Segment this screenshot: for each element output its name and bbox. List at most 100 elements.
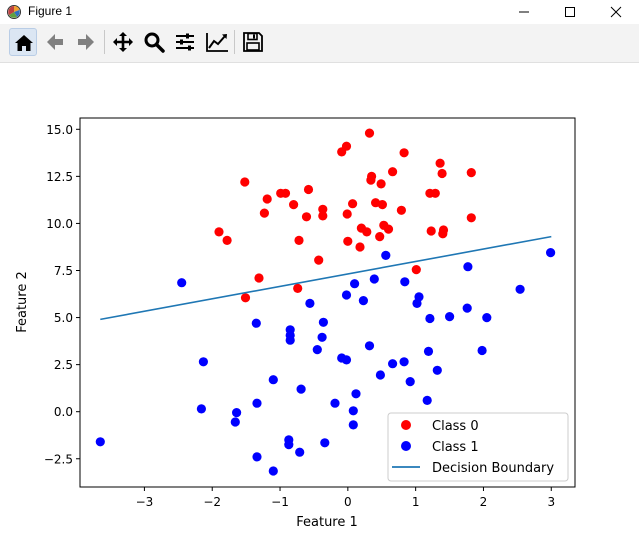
point-class-0 — [240, 177, 250, 187]
figure-canvas[interactable]: −3 −2 −1 0 1 2 3 −2.5 0.0 2.5 5.0 7.5 10.0 12.5 15.0 … — [0, 63, 639, 537]
point-class-0 — [222, 235, 232, 245]
point-class-0 — [388, 167, 398, 177]
point-class-1 — [284, 440, 294, 450]
point-class-0 — [426, 226, 436, 236]
y-tick-label: 10.0 — [46, 217, 73, 231]
point-class-1 — [285, 335, 295, 345]
legend-marker-class-0 — [401, 420, 411, 430]
point-class-1 — [425, 313, 435, 324]
edit-axis-button[interactable] — [202, 28, 230, 56]
subplots-icon — [176, 33, 194, 51]
point-class-1 — [381, 250, 391, 260]
home-button[interactable] — [9, 28, 37, 56]
point-class-1 — [369, 274, 379, 284]
x-axis: −3 −2 −1 0 1 2 3 — [136, 487, 555, 509]
point-class-1 — [422, 395, 432, 405]
point-class-1 — [546, 248, 556, 258]
point-class-1 — [312, 345, 322, 355]
forward-button[interactable] — [72, 28, 100, 56]
point-class-1 — [412, 298, 422, 308]
point-class-0 — [364, 128, 375, 138]
maximize-button[interactable] — [547, 0, 593, 24]
point-class-0 — [342, 209, 352, 219]
edit-axis-icon — [206, 33, 228, 52]
close-icon — [610, 6, 622, 18]
minimize-button[interactable] — [501, 0, 547, 24]
legend-label-decision-boundary: Decision Boundary — [432, 461, 554, 476]
point-class-1 — [320, 438, 330, 448]
point-class-1 — [252, 452, 262, 462]
point-class-1 — [351, 389, 361, 399]
y-axis: −2.5 0.0 2.5 5.0 7.5 10.0 12.5 15.0 — [44, 123, 80, 466]
navigation-toolbar — [0, 24, 639, 63]
point-class-0 — [466, 168, 476, 178]
plot-content — [95, 128, 556, 476]
y-tick-label: 15.0 — [46, 123, 73, 137]
point-class-1 — [295, 447, 305, 457]
point-class-1 — [317, 332, 327, 342]
toolbar-separator — [234, 30, 235, 54]
point-class-0 — [294, 235, 304, 245]
x-tick-label: 2 — [480, 495, 488, 509]
point-class-0 — [383, 224, 394, 234]
subplots-button[interactable] — [171, 28, 199, 56]
point-class-1 — [296, 384, 306, 394]
point-class-0 — [337, 147, 347, 157]
point-class-0 — [240, 293, 251, 303]
point-class-1 — [251, 318, 261, 328]
point-class-0 — [437, 168, 447, 179]
point-class-1 — [482, 313, 492, 323]
point-class-0 — [396, 205, 406, 215]
point-class-1 — [95, 437, 105, 447]
point-class-0 — [376, 179, 386, 189]
close-button[interactable] — [593, 0, 639, 24]
x-tick-label: 1 — [412, 495, 420, 509]
back-button[interactable] — [41, 28, 69, 56]
y-tick-label: 0.0 — [54, 405, 73, 419]
point-class-0 — [435, 158, 445, 168]
point-class-1 — [268, 375, 278, 385]
toolbar-separator — [104, 30, 105, 54]
point-class-1 — [341, 290, 352, 300]
point-class-1 — [405, 377, 415, 387]
point-class-1 — [388, 359, 398, 369]
point-class-1 — [400, 277, 410, 287]
point-class-0 — [214, 227, 224, 237]
point-class-0 — [466, 213, 476, 223]
point-class-1 — [375, 370, 385, 380]
point-class-0 — [399, 148, 409, 158]
x-tick-label: −2 — [203, 495, 221, 509]
point-class-1 — [477, 345, 487, 356]
point-class-0 — [411, 265, 421, 275]
point-class-1 — [348, 420, 358, 430]
point-class-1 — [364, 341, 375, 351]
point-class-1 — [232, 408, 242, 418]
pan-icon — [113, 32, 133, 52]
y-axis-label: Feature 2 — [15, 271, 30, 333]
maximize-icon — [565, 7, 575, 17]
y-tick-label: 5.0 — [54, 311, 73, 325]
point-class-0 — [362, 227, 372, 237]
decision-boundary-line — [100, 235, 552, 321]
point-class-0 — [318, 204, 328, 214]
point-class-0 — [280, 188, 291, 198]
point-class-0 — [343, 236, 353, 246]
point-class-0 — [366, 175, 376, 185]
save-button[interactable] — [239, 28, 267, 56]
point-class-1 — [445, 312, 455, 322]
save-icon — [243, 32, 263, 52]
title-bar: Figure 1 — [0, 0, 639, 24]
scatter-chart: −3 −2 −1 0 1 2 3 −2.50.02.55.07.510.012.515.0 … — [15, 117, 576, 530]
point-class-1 — [350, 279, 360, 289]
zoom-button[interactable] — [140, 28, 168, 56]
pan-button[interactable] — [109, 28, 137, 56]
point-class-0 — [377, 200, 387, 210]
zoom-icon — [144, 32, 165, 53]
point-class-1 — [330, 398, 340, 408]
point-class-1 — [423, 346, 434, 356]
legend: Class 0 Class 1 Decision Boundary — [387, 412, 569, 482]
y-tick-label: 7.5 — [54, 264, 73, 278]
point-class-1 — [318, 317, 328, 327]
y-tick-label: −2.5 — [44, 452, 73, 466]
point-class-1 — [341, 355, 352, 365]
